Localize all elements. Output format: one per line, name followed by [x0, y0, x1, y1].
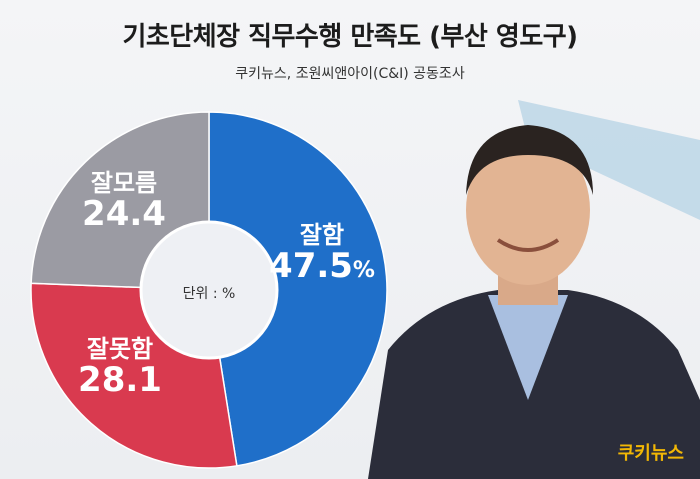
chart-title: 기초단체장 직무수행 만족도 (부산 영도구) — [122, 22, 578, 52]
slice-label-bad: 잘못함 28.1 — [60, 336, 180, 400]
slice-value-unknown: 24.4 — [82, 194, 166, 235]
slice-label-unknown: 잘모름 24.4 — [64, 170, 184, 234]
slice-name-good: 잘함 — [299, 221, 345, 249]
unit-note: 단위 : % — [182, 286, 236, 302]
slice-name-bad: 잘못함 — [86, 335, 154, 363]
slice-value-bad: 28.1 — [78, 360, 162, 401]
slice-value-good: 47.5% — [269, 246, 375, 287]
brand-logo: 쿠키뉴스 — [617, 443, 684, 464]
donut-center — [139, 220, 279, 360]
slice-label-good: 잘함 47.5% — [262, 222, 382, 286]
slice-name-unknown: 잘모름 — [90, 169, 158, 197]
slice-good — [208, 111, 388, 467]
person-photo — [368, 100, 700, 479]
chart-subtitle: 쿠키뉴스, 조원씨앤아이(C&I) 공동조사 — [235, 66, 465, 82]
